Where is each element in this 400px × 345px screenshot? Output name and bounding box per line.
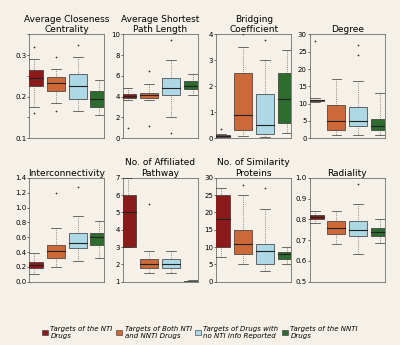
Bar <box>162 259 180 268</box>
Title: Average Shortest
Path Length: Average Shortest Path Length <box>121 15 200 34</box>
Title: No. of Affiliated
Pathway: No. of Affiliated Pathway <box>125 158 195 178</box>
Bar <box>140 92 158 98</box>
Bar <box>371 228 389 236</box>
Bar <box>349 221 367 236</box>
Bar <box>162 78 180 95</box>
Title: Interconnectivity: Interconnectivity <box>28 169 105 178</box>
Bar <box>371 119 389 130</box>
Bar <box>212 135 230 137</box>
Title: No. of Similarity
Proteins: No. of Similarity Proteins <box>218 158 290 178</box>
Bar <box>69 74 86 99</box>
Bar <box>140 259 158 268</box>
Bar <box>278 73 296 123</box>
Legend: Targets of the NTI
Drugs, Targets of Both NTI
and NNTI Drugs, Targets of Drugs w: Targets of the NTI Drugs, Targets of Bot… <box>39 323 361 342</box>
Bar <box>47 77 65 90</box>
Bar <box>119 93 136 98</box>
Bar <box>256 244 274 264</box>
Title: Radiality: Radiality <box>328 169 367 178</box>
Bar <box>328 221 345 234</box>
Bar <box>184 81 202 89</box>
Bar <box>184 281 202 282</box>
Bar <box>256 94 274 134</box>
Bar <box>278 252 296 259</box>
Bar <box>47 245 65 258</box>
Bar <box>349 107 367 126</box>
Bar <box>306 99 324 101</box>
Title: Average Closeness
Centrality: Average Closeness Centrality <box>24 15 109 34</box>
Title: Degree: Degree <box>331 26 364 34</box>
Bar <box>90 90 108 107</box>
Bar <box>90 234 108 245</box>
Bar <box>69 234 86 248</box>
Bar <box>234 73 252 130</box>
Bar <box>306 215 324 219</box>
Bar <box>212 195 230 247</box>
Title: Bridging
Coefficient: Bridging Coefficient <box>229 15 278 34</box>
Bar <box>25 262 43 268</box>
Bar <box>25 70 43 86</box>
Bar <box>234 230 252 254</box>
Bar <box>119 195 136 247</box>
Bar <box>328 105 345 130</box>
